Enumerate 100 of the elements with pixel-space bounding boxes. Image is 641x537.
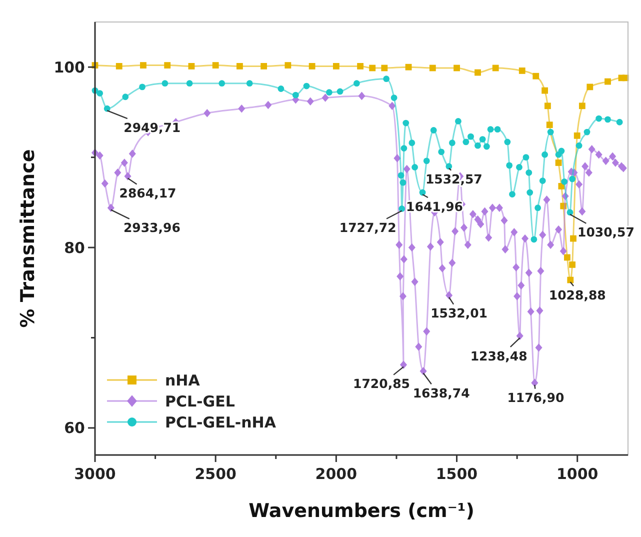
point (140, 62, 146, 68)
point (278, 86, 284, 92)
point (574, 132, 580, 139)
point (506, 162, 513, 169)
point (116, 63, 122, 70)
point (383, 76, 390, 82)
point (236, 63, 243, 70)
point (353, 80, 360, 87)
point (561, 178, 568, 185)
point (526, 169, 532, 176)
point (336, 88, 344, 95)
annotation: 2949,71 (124, 120, 181, 135)
legend-label: nHA (165, 371, 200, 390)
point (468, 133, 474, 140)
point (555, 160, 562, 166)
point (534, 204, 541, 212)
point (539, 178, 546, 184)
point (218, 80, 226, 87)
point (569, 261, 576, 268)
point (398, 206, 406, 212)
point (522, 154, 530, 161)
x-tick-label: 2000 (315, 465, 358, 483)
point (139, 84, 146, 90)
annotation: 1532,57 (425, 172, 482, 187)
point (446, 163, 452, 170)
point (104, 105, 110, 112)
legend-label: PCL-GEL-nHA (165, 413, 276, 432)
point (246, 80, 253, 87)
point (509, 191, 516, 198)
x-tick-label: 2500 (194, 465, 236, 483)
point (400, 145, 408, 152)
point (569, 176, 576, 182)
point (400, 179, 406, 186)
annotation: 1176,90 (507, 390, 564, 406)
point (332, 63, 340, 70)
point (570, 235, 576, 242)
x-axis-title: Wavenumbers (cm⁻¹) (248, 500, 474, 522)
point (518, 68, 526, 74)
y-tick-label: 100 (54, 58, 85, 76)
point (308, 63, 316, 70)
annotation: 1638,74 (412, 385, 470, 400)
point (284, 62, 292, 68)
point (212, 62, 219, 68)
point (292, 92, 299, 98)
point (326, 89, 332, 96)
point (544, 102, 551, 110)
point (479, 136, 486, 142)
point (558, 148, 565, 154)
annotation: 1238,48 (470, 348, 528, 364)
point (96, 90, 104, 96)
annotation: 2933,96 (123, 220, 181, 236)
y-tick-label: 80 (64, 238, 85, 257)
point (455, 118, 462, 124)
annotation: 1028,88 (548, 287, 606, 302)
point (566, 209, 574, 216)
point (474, 142, 481, 149)
point (162, 80, 168, 87)
point (542, 87, 548, 94)
point (398, 172, 404, 179)
point (419, 189, 426, 196)
point (430, 127, 437, 134)
point (402, 120, 410, 126)
point (405, 64, 412, 70)
legend-label: PCL-GEL (165, 392, 236, 410)
point (564, 254, 570, 261)
x-tick-label: 1500 (436, 465, 478, 483)
annotation: 1030,57 (578, 224, 634, 240)
point (429, 64, 436, 72)
point (412, 164, 418, 170)
point (542, 151, 548, 158)
annotation: 1532,01 (430, 306, 488, 321)
point (596, 115, 602, 122)
point (303, 82, 310, 90)
point (483, 143, 490, 150)
y-axis-title: % Transmittance (17, 149, 39, 328)
point (604, 116, 611, 123)
point (530, 236, 538, 243)
point (604, 78, 611, 85)
point (423, 158, 430, 164)
point (454, 64, 460, 72)
point (186, 80, 193, 87)
point (122, 94, 129, 100)
point (474, 69, 481, 76)
point (188, 63, 195, 70)
annotation: 2864,17 (119, 186, 176, 201)
y-tick-label: 60 (64, 419, 85, 438)
point (516, 164, 522, 170)
point (547, 128, 554, 136)
point (492, 64, 499, 72)
x-tick-label: 3000 (74, 465, 116, 483)
point (487, 126, 494, 133)
point (369, 64, 376, 72)
point (526, 189, 534, 196)
point (494, 126, 501, 133)
point (504, 138, 511, 146)
point (584, 128, 590, 136)
annotation: 1720,85 (353, 376, 410, 392)
point (164, 62, 171, 68)
point (532, 72, 540, 80)
point (448, 140, 456, 146)
